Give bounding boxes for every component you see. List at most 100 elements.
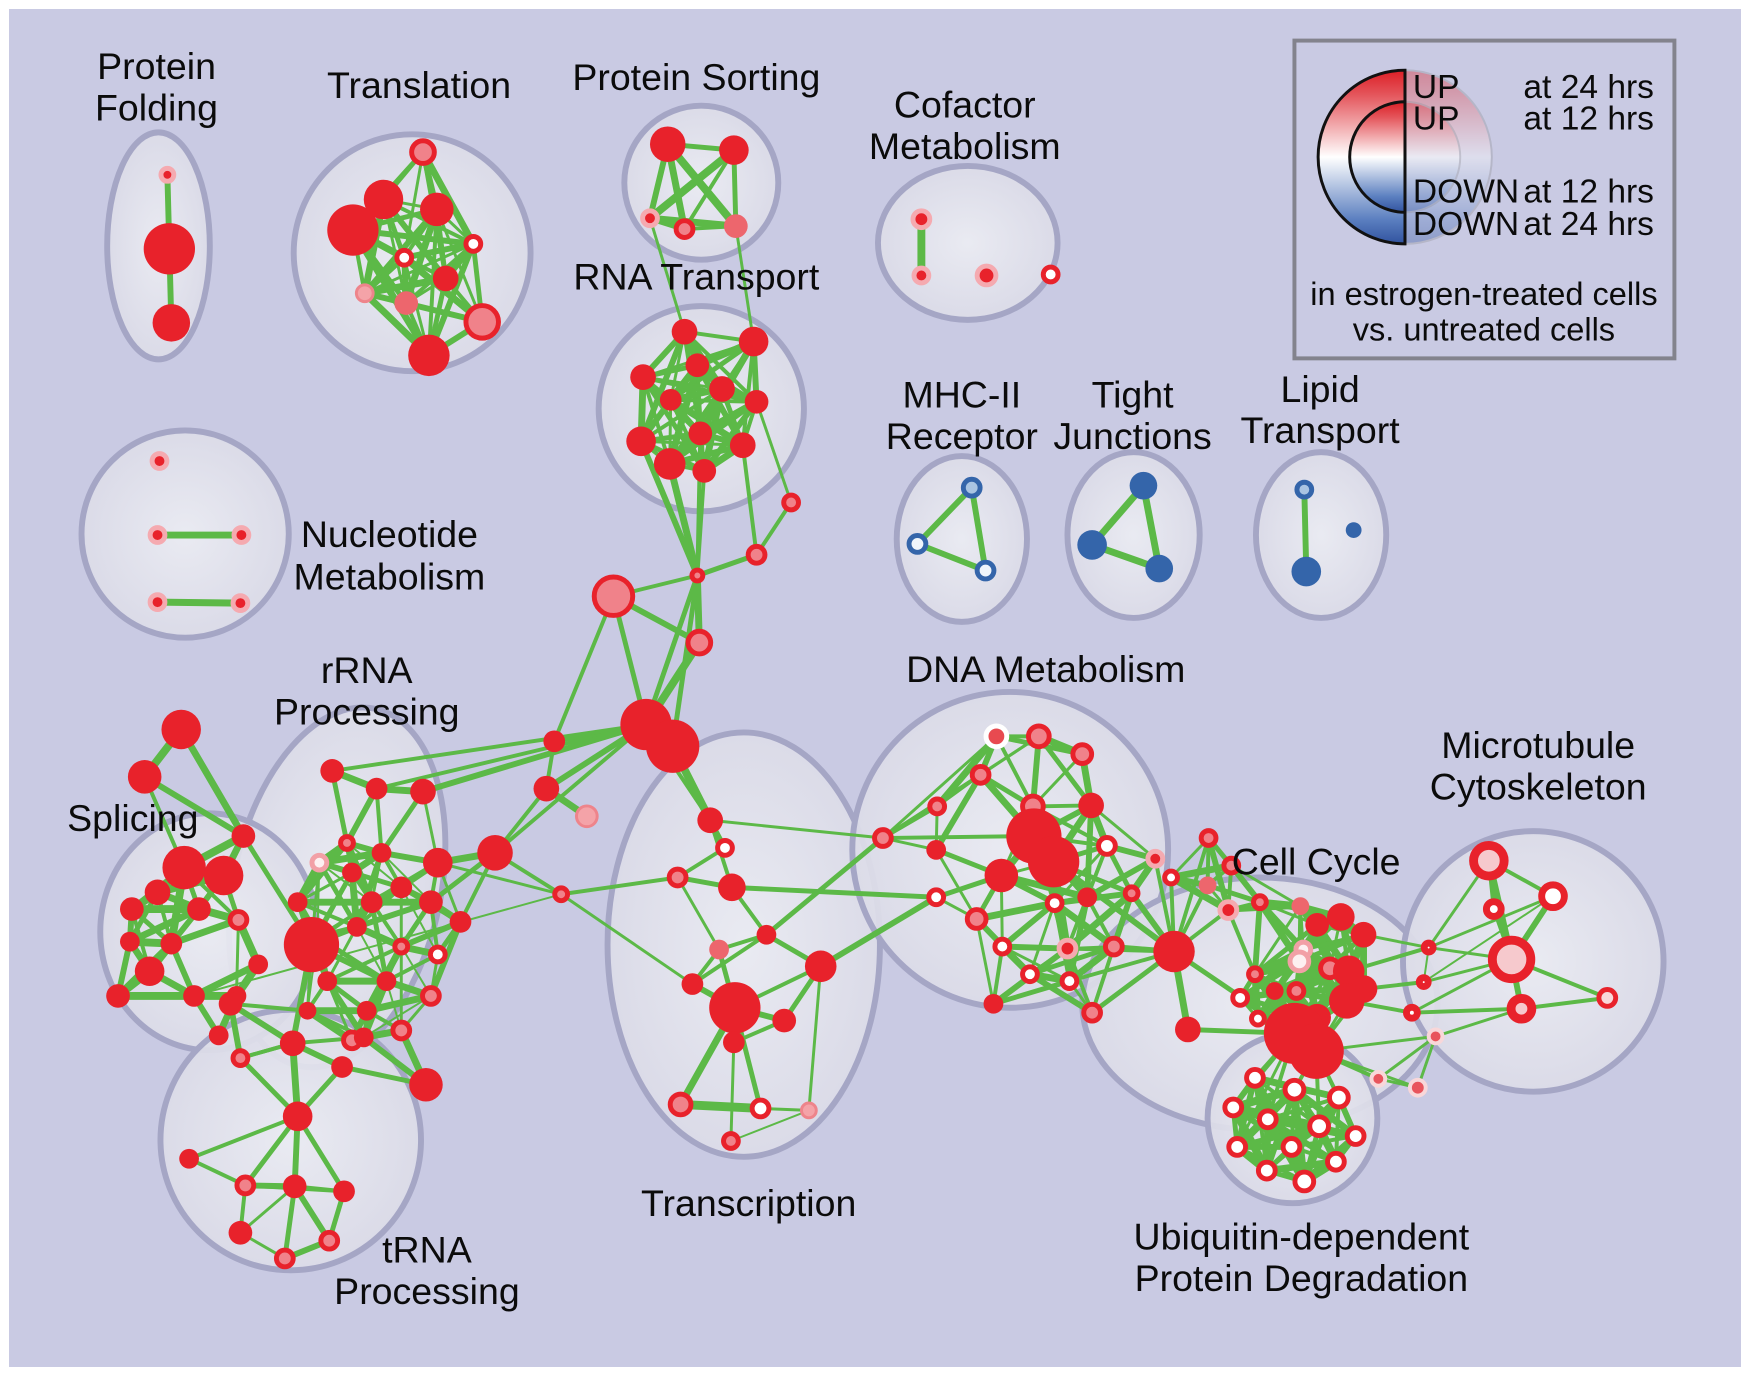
edge bbox=[740, 443, 759, 557]
edge bbox=[638, 328, 688, 445]
edge bbox=[325, 944, 404, 984]
gene-node-rrna-processing-5 bbox=[338, 834, 356, 852]
edge bbox=[999, 900, 1058, 950]
gene-node-rna-transport-4 bbox=[709, 376, 735, 402]
edge bbox=[1084, 855, 1159, 901]
cluster-label-nucleotide-metabolism-1: Metabolism bbox=[294, 555, 486, 597]
edge bbox=[1376, 1034, 1438, 1081]
cluster-label-rna-transport-0: RNA Transport bbox=[573, 255, 820, 297]
gene-node-dna-metabolism-11 bbox=[964, 907, 989, 931]
gene-node-rrna-processing-8 bbox=[342, 862, 362, 883]
edge bbox=[639, 439, 745, 447]
gene-node-cell-cycle-17 bbox=[1287, 949, 1312, 974]
gene-node-microtubule-cytoskeleton-9 bbox=[1426, 1027, 1445, 1046]
gene-node-nucleotide-metabolism-2 bbox=[231, 525, 252, 545]
edge bbox=[493, 722, 649, 855]
edge bbox=[1409, 1006, 1524, 1015]
gene-node-transcription-1 bbox=[715, 838, 735, 858]
edge bbox=[559, 892, 694, 986]
legend-caption-0: in estrogen-treated cells bbox=[1310, 276, 1657, 312]
gene-node-rna-transport-7 bbox=[688, 421, 713, 446]
gene-node-protein-sorting-3 bbox=[673, 218, 696, 240]
gene-node-microtubule-cytoskeleton-0 bbox=[1469, 840, 1509, 881]
gene-node-ubiquitin-degradation-7 bbox=[1226, 1136, 1249, 1158]
gene-node-splicing-2 bbox=[231, 824, 256, 848]
edge bbox=[646, 146, 738, 223]
edge bbox=[436, 861, 563, 896]
edge bbox=[695, 431, 703, 578]
legend-time-0: at 24 hrs bbox=[1523, 69, 1654, 106]
gene-node-cell-cycle-21 bbox=[1221, 855, 1242, 876]
edge bbox=[193, 893, 563, 997]
gene-node-splicing-4 bbox=[203, 855, 244, 896]
legend-time-2: at 12 hrs bbox=[1523, 173, 1654, 210]
gene-node-microtubule-cytoskeleton-7 bbox=[1415, 974, 1432, 990]
gene-node-hub-junction-3 bbox=[685, 628, 714, 657]
edge bbox=[638, 438, 701, 579]
edge bbox=[315, 849, 385, 867]
gene-node-rrna-processing-7 bbox=[371, 842, 392, 863]
gene-node-cell-cycle-11 bbox=[1328, 983, 1365, 1019]
gene-node-hub-junction-7 bbox=[646, 719, 700, 773]
gene-node-dna-metabolism-4 bbox=[927, 796, 948, 817]
gene-node-ubiquitin-degradation-11 bbox=[1292, 1169, 1317, 1194]
gene-node-rrna-processing-12 bbox=[360, 891, 383, 914]
gene-node-cofactor-metabolism-3 bbox=[1040, 264, 1061, 285]
gene-node-transcription-3 bbox=[718, 873, 746, 902]
gene-node-protein-sorting-0 bbox=[649, 126, 686, 162]
gene-node-translation-7 bbox=[354, 283, 375, 304]
gene-node-rrna-processing-26 bbox=[409, 1067, 443, 1102]
gene-node-ubiquitin-degradation-2 bbox=[1222, 1096, 1245, 1119]
gene-node-cell-cycle-3 bbox=[1305, 913, 1329, 937]
gene-node-ubiquitin-degradation-6 bbox=[1344, 1125, 1367, 1147]
gene-node-trna-processing-2 bbox=[279, 1030, 306, 1057]
edge bbox=[187, 1114, 300, 1161]
gene-node-nucleotide-metabolism-3 bbox=[147, 592, 168, 613]
gene-node-rrna-processing-23 bbox=[356, 1000, 377, 1021]
gene-node-hub-junction-5 bbox=[781, 492, 801, 513]
gene-node-rna-transport-2 bbox=[685, 353, 710, 378]
gene-node-trna-processing-10 bbox=[318, 1229, 341, 1252]
gene-node-splicing-1 bbox=[127, 760, 162, 794]
gene-node-rrna-processing-28 bbox=[353, 1027, 374, 1048]
edge bbox=[729, 884, 939, 900]
cluster-label-trna-processing-0: tRNA bbox=[382, 1228, 472, 1270]
gene-node-microtubule-cytoskeleton-11 bbox=[1407, 1077, 1428, 1098]
legend-caption-1: vs. untreated cells bbox=[1353, 312, 1615, 348]
edge bbox=[968, 484, 989, 574]
gene-node-rrna-processing-27 bbox=[390, 1019, 413, 1042]
gene-node-rrna-processing-1 bbox=[574, 804, 599, 829]
gene-node-dna-metabolism-19 bbox=[1122, 884, 1141, 903]
gene-node-transcription-12 bbox=[749, 1097, 772, 1120]
gene-node-protein-folding-2 bbox=[152, 304, 191, 342]
cluster-label-transcription-0: Transcription bbox=[641, 1182, 856, 1224]
gene-node-rna-transport-0 bbox=[671, 318, 698, 345]
gene-node-trna-processing-1 bbox=[230, 1048, 251, 1068]
edge bbox=[763, 835, 886, 938]
gene-node-protein-folding-0 bbox=[158, 165, 177, 184]
gene-node-trna-processing-5 bbox=[179, 1148, 199, 1169]
gene-node-transcription-10 bbox=[723, 1031, 745, 1054]
gene-node-nucleotide-metabolism-0 bbox=[149, 451, 170, 471]
edge bbox=[1422, 895, 1554, 984]
gene-node-cell-cycle-2 bbox=[1291, 897, 1310, 915]
edge bbox=[729, 1109, 810, 1142]
gene-node-ubiquitin-degradation-4 bbox=[1256, 1108, 1279, 1131]
edge bbox=[668, 397, 759, 404]
legend-time-1: at 12 hrs bbox=[1523, 100, 1654, 137]
gene-node-translation-3 bbox=[420, 192, 454, 227]
edge bbox=[177, 725, 247, 840]
gene-node-hub-junction-4 bbox=[543, 730, 566, 753]
edge bbox=[190, 960, 262, 1000]
gene-node-rrna-processing-29 bbox=[283, 916, 340, 973]
gene-node-trna-processing-4 bbox=[282, 1101, 313, 1132]
gene-node-microtubule-cytoskeleton-1 bbox=[1538, 881, 1568, 912]
gene-node-dna-metabolism-21 bbox=[1081, 1001, 1103, 1024]
gene-node-dna-metabolism-10 bbox=[1145, 848, 1166, 869]
gene-node-dna-metabolism-1 bbox=[1025, 723, 1052, 750]
edge bbox=[126, 905, 203, 946]
cluster-label-ubiquitin-degradation-1: Protein Degradation bbox=[1135, 1257, 1469, 1299]
edge bbox=[1205, 882, 1263, 905]
gene-node-cell-cycle-23 bbox=[1288, 1023, 1344, 1079]
